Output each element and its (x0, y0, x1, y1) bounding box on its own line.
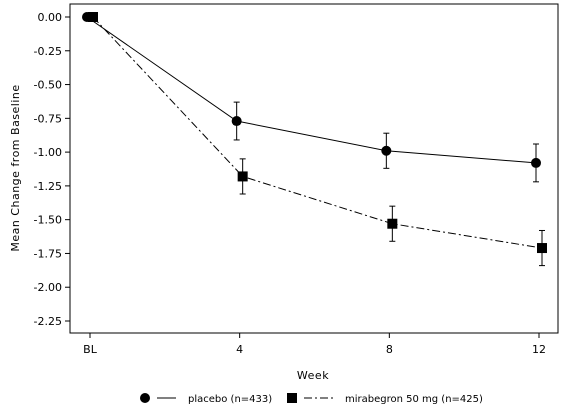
legend: placebo (n=433) mirabegron 50 mg (n=425) (140, 393, 483, 405)
x-axis: BL 4 8 12 (83, 333, 546, 356)
data-point-placebo (231, 116, 242, 127)
y-tick-label: -2.00 (34, 281, 62, 294)
data-point-placebo (531, 157, 541, 168)
x-tick-label: 4 (236, 343, 243, 356)
legend-mirabegron-label: mirabegron 50 mg (n=425) (345, 394, 483, 405)
legend-placebo-label: placebo (n=433) (188, 394, 272, 405)
data-point-mirabegron (387, 218, 398, 229)
data-point-mirabegron (537, 243, 547, 254)
legend-placebo-marker (140, 393, 150, 403)
data-point-mirabegron (237, 171, 248, 182)
series-layer (82, 12, 547, 267)
y-axis: 0.00 -0.25 -0.50 -0.75 -1.00 -1.25 -1.50 -1.75 -… (34, 11, 70, 328)
plot-frame (69, 3, 559, 334)
x-tick-label: BL (83, 343, 98, 356)
y-tick-label: -0.50 (34, 79, 62, 92)
legend-mirabegron-marker (287, 393, 297, 403)
x-tick-label: 8 (386, 343, 393, 356)
y-tick-label: -0.75 (34, 112, 62, 125)
series-line-placebo (86, 16, 537, 164)
y-tick-label: -0.25 (34, 45, 62, 58)
y-axis-title: Mean Change from Baseline (9, 84, 22, 251)
x-tick-label: 12 (532, 343, 546, 356)
x-axis-title: Week (297, 369, 329, 382)
series-line-mirabegron (92, 16, 543, 249)
data-point-placebo (381, 145, 392, 156)
y-tick-label: -2.25 (34, 315, 62, 328)
y-tick-label: 0.00 (38, 11, 63, 24)
data-point-mirabegron (88, 12, 98, 22)
y-tick-label: -1.25 (34, 180, 62, 193)
y-tick-label: -1.00 (34, 146, 62, 159)
y-tick-label: -1.50 (34, 214, 62, 227)
y-tick-label: -1.75 (34, 247, 62, 260)
